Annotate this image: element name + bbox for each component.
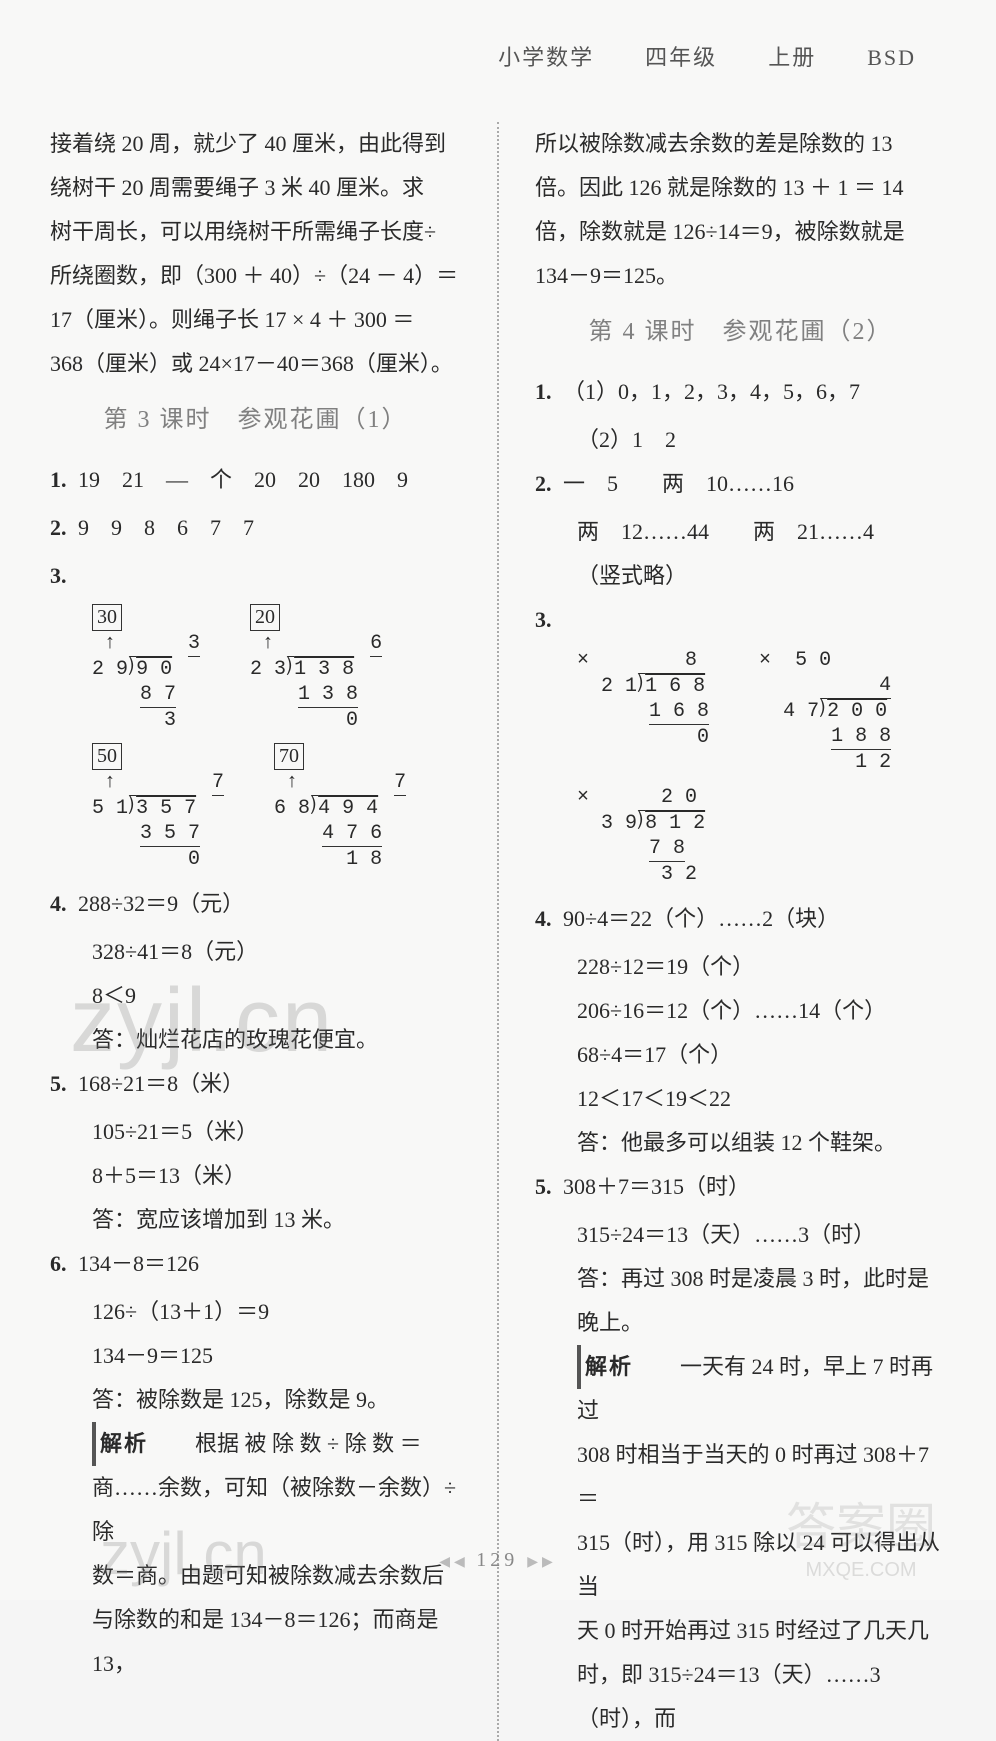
analysis-6: 解析 根据 被 除 数 ÷ 除 数 ＝ — [92, 1422, 461, 1466]
r-q2-line: 两 12……44 两 21……4 — [577, 510, 946, 554]
longdiv-row-1: 30 ↑ 3 2 9⟌9 0 8 7 3 20 ↑ 6 2 3⟌1 3 8 1 … — [92, 604, 461, 733]
footer-right-tri — [527, 1549, 557, 1571]
r-q5-line: 晚上。 — [577, 1301, 946, 1345]
q4-line: 288÷32＝9（元） — [78, 891, 244, 916]
page-footer: 129 — [0, 1549, 996, 1572]
r-q5-line: 315÷24＝13（天）……3（时） — [577, 1213, 946, 1257]
text-line: 17（厘米）。则绳子长 17 × 4 ＋ 300 ＝ — [50, 298, 461, 342]
text-line: 绕树干 20 周需要绳子 3 米 40 厘米。求 — [50, 166, 461, 210]
section-4-title: 第 4 课时 参观花圃（2） — [535, 308, 946, 356]
analysis-label: 解析 — [92, 1422, 148, 1466]
q1: 1.19 21 — 个 20 20 180 9 — [50, 458, 461, 502]
q6-line: 134－8＝126 — [78, 1251, 199, 1276]
analysis-line: 根据 被 除 数 ÷ 除 数 ＝ — [195, 1431, 422, 1456]
q3: 3. — [50, 554, 461, 598]
q2: 2.9 9 8 6 7 7 — [50, 506, 461, 550]
r-q1: 1.（1）0，1，2，3，4，5，6，7 — [535, 370, 946, 414]
right-column: 所以被除数减去余数的差是除数的 13 倍。因此 126 就是除数的 13 ＋ 1… — [535, 122, 946, 1741]
q6: 6.134－8＝126 — [50, 1242, 461, 1286]
longdiv-1: 30 ↑ 3 2 9⟌9 0 8 7 3 — [92, 604, 200, 733]
page-header: 小学数学 四年级 上册 BSD — [50, 40, 946, 72]
q6-line: 126÷（13＋1）＝9 — [92, 1290, 461, 1334]
longdiv-b: × 5 0 4 4 7⟌2 0 0 1 8 8 1 2 — [759, 648, 891, 775]
footer-left-tri — [439, 1549, 476, 1571]
r-q2-line: 一 5 两 10……16 — [563, 471, 794, 496]
longdiv-3: 50 ↑ 7 5 1⟌3 5 7 3 5 7 0 — [92, 743, 224, 872]
r-longdiv-row-2: × 2 0 3 9⟌8 1 2 7 8 3 2 — [577, 785, 946, 887]
q5-line: 8＋5＝13（米） — [92, 1154, 461, 1198]
r-longdiv-row-1: × 8 2 1⟌1 6 8 1 6 8 0 × 5 0 4 4 7⟌2 0 0 … — [577, 648, 946, 775]
analysis-label: 解析 — [577, 1345, 633, 1389]
q4-line: 答：灿烂花店的玫瑰花便宜。 — [92, 1018, 461, 1062]
text-line: 134－9＝125。 — [535, 254, 946, 298]
page: 小学数学 四年级 上册 BSD 接着绕 20 周，就少了 40 厘米，由此得到 … — [0, 0, 996, 1600]
analysis-line: 时，即 315÷24＝13（天）……3（时），而 — [577, 1653, 946, 1741]
volume: 上册 — [768, 45, 816, 70]
subject: 小学数学 — [498, 45, 594, 70]
longdiv-a: × 8 2 1⟌1 6 8 1 6 8 0 — [577, 648, 709, 775]
longdiv-c: × 2 0 3 9⟌8 1 2 7 8 3 2 — [577, 785, 705, 887]
q5-line: 105÷21＝5（米） — [92, 1110, 461, 1154]
r-q3: 3. — [535, 598, 946, 642]
r-q4-line: 12＜17＜19＜22 — [577, 1077, 946, 1121]
q5: 5.168÷21＝8（米） — [50, 1062, 461, 1106]
section-3-title: 第 3 课时 参观花圃（1） — [50, 396, 461, 444]
r-q4-line: 206÷16＝12（个）……14（个） — [577, 989, 946, 1033]
longdiv-row-2: 50 ↑ 7 5 1⟌3 5 7 3 5 7 0 70 ↑ 7 6 8⟌4 9 … — [92, 743, 461, 872]
analysis-5: 解析 一天有 24 时，早上 7 时再过 — [577, 1345, 946, 1433]
r-q4: 4.90÷4＝22（个）……2（块） — [535, 897, 946, 941]
r-q1a: （1）0，1，2，3，4，5，6，7 — [563, 379, 860, 404]
q6-line: 134－9＝125 — [92, 1334, 461, 1378]
text-line: 倍，除数就是 126÷14＝9，被除数就是 — [535, 210, 946, 254]
longdiv-4: 70 ↑ 7 6 8⟌4 9 4 4 7 6 1 8 — [274, 743, 406, 872]
q5-line: 答：宽应该增加到 13 米。 — [92, 1198, 461, 1242]
right-intro: 所以被除数减去余数的差是除数的 13 倍。因此 126 就是除数的 13 ＋ 1… — [535, 122, 946, 298]
r-q2-line: （竖式略） — [577, 554, 946, 598]
r-q4-line: 228÷12＝19（个） — [577, 945, 946, 989]
r-q4-line: 68÷4＝17（个） — [577, 1033, 946, 1077]
r-q1b: （2）1 2 — [577, 418, 946, 462]
analysis-line: 与除数的和是 134－8＝126；而商是 13， — [92, 1598, 461, 1686]
r-q4-line: 答：他最多可以组装 12 个鞋架。 — [577, 1121, 946, 1165]
text-line: 368（厘米）或 24×17－40＝368（厘米）。 — [50, 342, 461, 386]
q2-ans: 9 9 8 6 7 7 — [78, 515, 254, 540]
analysis-line: 308 时相当于当天的 0 时再过 308＋7＝ — [577, 1433, 946, 1521]
r-q5-line: 答：再过 308 时是凌晨 3 时，此时是 — [577, 1257, 946, 1301]
left-intro: 接着绕 20 周，就少了 40 厘米，由此得到 绕树干 20 周需要绳子 3 米… — [50, 122, 461, 386]
r-q4-line: 90÷4＝22（个）……2（块） — [563, 906, 839, 931]
r-q5: 5.308＋7＝315（时） — [535, 1165, 946, 1209]
page-number: 129 — [476, 1549, 518, 1571]
q4-line: 8＜9 — [92, 974, 461, 1018]
content-columns: 接着绕 20 周，就少了 40 厘米，由此得到 绕树干 20 周需要绳子 3 米… — [50, 122, 946, 1741]
left-column: 接着绕 20 周，就少了 40 厘米，由此得到 绕树干 20 周需要绳子 3 米… — [50, 122, 461, 1741]
q4: 4.288÷32＝9（元） — [50, 882, 461, 926]
q6-line: 答：被除数是 125，除数是 9。 — [92, 1378, 461, 1422]
q4-line: 328÷41＝8（元） — [92, 930, 461, 974]
longdiv-2: 20 ↑ 6 2 3⟌1 3 8 1 3 8 0 — [250, 604, 382, 733]
q5-line: 168÷21＝8（米） — [78, 1071, 244, 1096]
grade: 四年级 — [645, 45, 717, 70]
r-q5-line: 308＋7＝315（时） — [563, 1174, 750, 1199]
text-line: 接着绕 20 周，就少了 40 厘米，由此得到 — [50, 122, 461, 166]
column-divider — [497, 122, 499, 1741]
text-line: 倍。因此 126 就是除数的 13 ＋ 1 ＝ 14 — [535, 166, 946, 210]
text-line: 所以被除数减去余数的差是除数的 13 — [535, 122, 946, 166]
text-line: 树干周长，可以用绕树干所需绳子长度÷ — [50, 210, 461, 254]
analysis-line: 商……余数，可知（被除数－余数）÷除 — [92, 1466, 461, 1554]
edition: BSD — [867, 45, 916, 70]
analysis-line: 天 0 时开始再过 315 时经过了几天几 — [577, 1609, 946, 1653]
text-line: 所绕圈数，即（300 ＋ 40）÷（24 － 4）＝ — [50, 254, 461, 298]
r-q2: 2.一 5 两 10……16 — [535, 462, 946, 506]
q1-ans: 19 21 — 个 20 20 180 9 — [78, 467, 408, 492]
